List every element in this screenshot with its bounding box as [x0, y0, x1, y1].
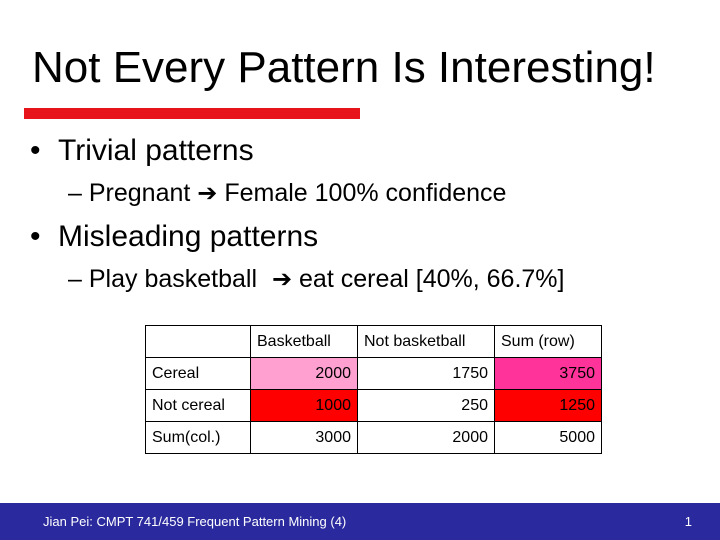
dash-icon: –: [68, 265, 82, 293]
dash-icon: –: [68, 179, 82, 207]
table-cell: 1750: [357, 357, 495, 390]
bullet-text: Trivial patterns: [58, 134, 254, 167]
contingency-table: Basketball Not basketball Sum (row) Cere…: [145, 325, 602, 454]
table-row: Sum(col.) 3000 2000 5000: [145, 421, 602, 454]
slide-title: Not Every Pattern Is Interesting!: [32, 43, 656, 92]
table-cell: 5000: [494, 421, 602, 454]
table-row: Not cereal 1000 250 1250: [145, 389, 602, 422]
table-header-row: Basketball Not basketball Sum (row): [145, 325, 602, 358]
bullet-icon: •: [30, 134, 41, 167]
right-arrow-icon: ➔: [271, 266, 293, 293]
bullet-text: Misleading patterns: [58, 220, 319, 253]
table-header-cell: Basketball: [250, 325, 358, 358]
sub-bullet-item: – Pregnant ➔ Female 100% confidence: [68, 178, 506, 209]
footer-text: Jian Pei: CMPT 741/459 Frequent Pattern …: [43, 514, 347, 529]
table-cell: 2000: [357, 421, 495, 454]
table-header-cell: Not basketball: [357, 325, 495, 358]
table-cell: 250: [357, 389, 495, 422]
table-cell: 1250: [494, 389, 602, 422]
table-cell: 1000: [250, 389, 358, 422]
table-cell: 2000: [250, 357, 358, 390]
sub-bullet-left-text: Play basketball: [88, 265, 258, 293]
page-number: 1: [684, 514, 692, 529]
table-cell: 3000: [250, 421, 358, 454]
table-row: Cereal 2000 1750 3750: [145, 357, 602, 390]
sub-bullet-right-text: Female 100% confidence: [224, 179, 507, 207]
row-label-cell: Sum(col.): [145, 421, 251, 454]
footer-bar: Jian Pei: CMPT 741/459 Frequent Pattern …: [0, 503, 720, 540]
bullet-icon: •: [30, 220, 41, 253]
table-cell: 3750: [494, 357, 602, 390]
sub-bullet-item: – Play basketball ➔ eat cereal [40%, 66.…: [68, 264, 564, 295]
sub-bullet-right-text: eat cereal [40%, 66.7%]: [299, 265, 565, 293]
title-underline-bar: [24, 108, 360, 119]
table-header-cell: [145, 325, 251, 358]
table-header-cell: Sum (row): [494, 325, 602, 358]
right-arrow-icon: ➔: [197, 180, 218, 207]
sub-bullet-left-text: Pregnant: [88, 179, 191, 207]
row-label-cell: Not cereal: [145, 389, 251, 422]
row-label-cell: Cereal: [145, 357, 251, 390]
